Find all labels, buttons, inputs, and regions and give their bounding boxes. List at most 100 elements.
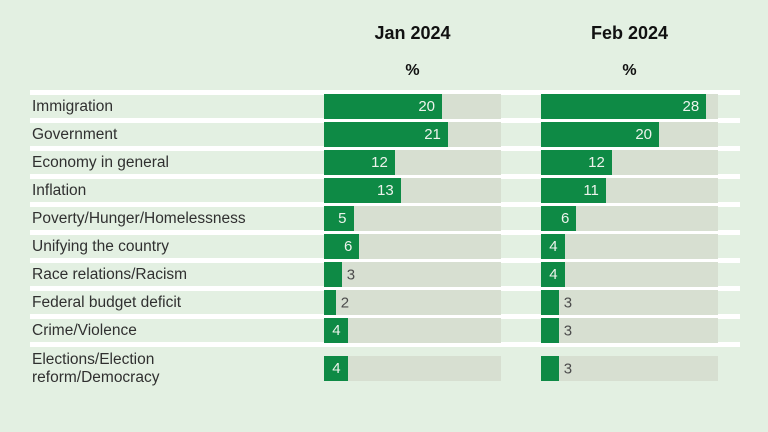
bar-value-outside: 3 [563, 322, 573, 339]
category-label: Unifying the country [30, 238, 324, 256]
bar-track-jan: 6 [324, 234, 501, 259]
category-label: Inflation [30, 182, 324, 200]
bar-value-inside: 11 [583, 182, 599, 199]
bar-value-outside: 3 [563, 360, 573, 377]
category-label: Elections/Election reform/Democracy [30, 351, 324, 387]
bar-feb: 4 [541, 234, 565, 259]
category-label-text: Inflation [32, 181, 87, 199]
bar-track-jan: 2 [324, 290, 501, 315]
category-label-text: Race relations/Racism [32, 265, 188, 283]
category-label: Race relations/Racism [30, 266, 324, 284]
column-gap [501, 0, 541, 80]
bar-track-feb: 6 [541, 206, 718, 231]
bar-track-feb: 3 [541, 356, 718, 381]
chart-row: Race relations/Racism 3 4 [30, 262, 740, 291]
category-label-text: Economy in general [32, 153, 169, 171]
chart-row: Elections/Election reform/Democracy 4 3 [30, 347, 740, 390]
category-label-text: Federal budget deficit [32, 293, 182, 311]
bar-value-inside: 12 [588, 154, 605, 171]
column-unit-jan: % [405, 62, 420, 79]
chart-row: Federal budget deficit 2 3 [30, 290, 740, 319]
column-headers: Jan 2024 % Feb 2024 % [30, 0, 740, 80]
category-label-text: Government [32, 125, 118, 143]
chart-row: Inflation 13 11 [30, 178, 740, 207]
bar-feb [541, 356, 559, 381]
bar-value-inside: 20 [418, 98, 435, 115]
bar-jan: 21 [324, 122, 448, 147]
bar-jan: 5 [324, 206, 354, 231]
bar-feb: 11 [541, 178, 606, 203]
bar-value-inside: 13 [377, 182, 394, 199]
bar-track-jan: 20 [324, 94, 501, 119]
bar-feb: 6 [541, 206, 577, 231]
bar-value-outside: 3 [563, 294, 573, 311]
bar-feb [541, 318, 559, 343]
bar-track-jan: 21 [324, 122, 501, 147]
bar-track-jan: 13 [324, 178, 501, 203]
bar-jan: 6 [324, 234, 360, 259]
bar-feb: 12 [541, 150, 612, 175]
bar-feb: 20 [541, 122, 659, 147]
category-label: Economy in general [30, 154, 324, 172]
bar-jan [324, 262, 342, 287]
bar-track-feb: 3 [541, 318, 718, 343]
chart-row: Immigration 20 28 [30, 94, 740, 123]
bar-track-jan: 4 [324, 318, 501, 343]
chart-rows: Immigration 20 28 Government 21 20 Econo… [30, 94, 740, 390]
category-label: Crime/Violence [30, 322, 324, 340]
bar-value-inside: 21 [424, 126, 441, 143]
bar-jan: 12 [324, 150, 395, 175]
category-label-text: Elections/Election reform/Democracy [32, 350, 160, 386]
column-header-jan: Jan 2024 % [324, 0, 501, 80]
bar-value-inside: 12 [371, 154, 388, 171]
bar-feb: 28 [541, 94, 707, 119]
bar-track-jan: 3 [324, 262, 501, 287]
category-label-text: Poverty/Hunger/Homelessness [32, 209, 246, 227]
bar-feb [541, 290, 559, 315]
bar-value-inside: 20 [635, 126, 652, 143]
bar-value-outside: 2 [340, 294, 350, 311]
bar-track-jan: 12 [324, 150, 501, 175]
category-label-text: Unifying the country [32, 237, 169, 255]
bar-feb: 4 [541, 262, 565, 287]
bar-jan: 20 [324, 94, 442, 119]
category-label: Poverty/Hunger/Homelessness [30, 210, 324, 228]
bar-track-feb: 11 [541, 178, 718, 203]
category-label: Immigration [30, 98, 324, 116]
bar-value-inside: 4 [332, 322, 341, 339]
category-label-text: Crime/Violence [32, 321, 137, 339]
column-title-jan: Jan 2024 [374, 23, 451, 43]
chart-row: Unifying the country 6 4 [30, 234, 740, 263]
bar-jan: 13 [324, 178, 401, 203]
header-spacer [30, 0, 324, 80]
bar-track-feb: 4 [541, 262, 718, 287]
bar-track-jan: 4 [324, 356, 501, 381]
bar-track-feb: 4 [541, 234, 718, 259]
category-label: Federal budget deficit [30, 294, 324, 312]
header-divider [30, 90, 740, 95]
column-header-feb: Feb 2024 % [541, 0, 718, 80]
bar-track-jan: 5 [324, 206, 501, 231]
bar-jan [324, 290, 336, 315]
column-title-feb: Feb 2024 [590, 23, 669, 43]
category-label-text: Immigration [32, 97, 113, 115]
category-label: Government [30, 126, 324, 144]
bar-jan: 4 [324, 356, 348, 381]
bar-jan: 4 [324, 318, 348, 343]
chart-row: Economy in general 12 12 [30, 150, 740, 179]
bar-track-feb: 20 [541, 122, 718, 147]
chart-row: Government 21 20 [30, 122, 740, 151]
bar-track-feb: 28 [541, 94, 718, 119]
bar-value-outside: 3 [346, 266, 356, 283]
bar-value-inside: 4 [549, 266, 558, 283]
chart-row: Poverty/Hunger/Homelessness 5 6 [30, 206, 740, 235]
bar-track-feb: 3 [541, 290, 718, 315]
bar-value-inside: 28 [682, 98, 700, 115]
bar-track-feb: 12 [541, 150, 718, 175]
chart-row: Crime/Violence 4 3 [30, 318, 740, 347]
column-unit-feb: % [622, 62, 637, 79]
bar-value-inside: 6 [344, 238, 353, 255]
bar-value-inside: 5 [338, 210, 347, 227]
bar-value-inside: 6 [561, 210, 570, 227]
